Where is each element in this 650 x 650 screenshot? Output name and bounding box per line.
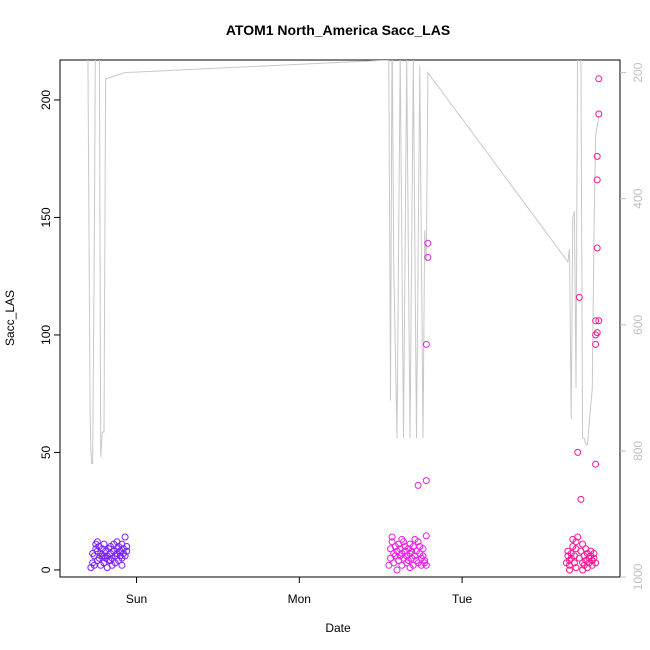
plot-frame bbox=[59, 59, 621, 578]
data-point bbox=[593, 329, 601, 337]
secondary-series-line bbox=[87, 60, 600, 464]
data-point bbox=[592, 460, 600, 468]
data-point bbox=[408, 547, 416, 555]
x-tick-label: Tue bbox=[452, 592, 473, 606]
y-tick-label: 50 bbox=[39, 445, 53, 459]
data-point bbox=[422, 561, 430, 569]
points-group bbox=[87, 75, 603, 574]
data-point bbox=[579, 540, 587, 548]
data-point bbox=[579, 566, 587, 574]
data-point bbox=[577, 495, 585, 503]
chart-title: ATOM1 North_America Sacc_LAS bbox=[226, 22, 450, 38]
data-point bbox=[89, 550, 97, 557]
data-point bbox=[595, 75, 603, 83]
data-point bbox=[388, 533, 396, 541]
x-tick-label: Mon bbox=[288, 592, 311, 606]
secondary-line-group bbox=[87, 60, 600, 464]
x-axis: Sun Mon Tue bbox=[126, 577, 473, 606]
data-point bbox=[422, 532, 430, 540]
y-axis-title: Sacc_LAS bbox=[3, 290, 17, 346]
data-point bbox=[123, 543, 131, 550]
data-point bbox=[100, 540, 108, 548]
y-tick-label: 200 bbox=[39, 90, 53, 110]
data-point bbox=[424, 253, 432, 261]
y2-tick-label: 600 bbox=[631, 314, 645, 334]
data-point bbox=[118, 561, 126, 569]
data-point bbox=[593, 244, 601, 252]
data-point bbox=[595, 317, 603, 325]
data-point bbox=[388, 538, 396, 546]
data-point bbox=[419, 552, 427, 560]
data-point bbox=[419, 545, 427, 553]
data-point bbox=[592, 559, 600, 567]
data-point bbox=[398, 535, 406, 543]
y-tick-label: 100 bbox=[39, 325, 53, 345]
data-point bbox=[421, 557, 429, 564]
data-point bbox=[414, 481, 422, 489]
data-point bbox=[121, 533, 129, 541]
data-point bbox=[593, 176, 601, 184]
data-point bbox=[593, 152, 601, 160]
data-point bbox=[574, 533, 582, 541]
y2-tick-label: 800 bbox=[631, 441, 645, 461]
data-point bbox=[566, 566, 573, 574]
data-point bbox=[574, 448, 582, 456]
data-point bbox=[590, 554, 598, 562]
y-axis: 0 50 100 150 200 bbox=[39, 90, 60, 573]
data-point bbox=[123, 547, 131, 555]
data-point bbox=[113, 538, 121, 546]
secondary-y-axis: 200 400 600 800 1000 bbox=[620, 62, 645, 590]
y2-tick-label: 1000 bbox=[631, 563, 645, 590]
x-tick-label: Sun bbox=[126, 592, 147, 606]
y2-tick-label: 200 bbox=[631, 62, 645, 82]
data-point bbox=[590, 550, 598, 557]
data-point bbox=[592, 317, 600, 325]
data-point bbox=[422, 477, 430, 485]
data-point bbox=[93, 538, 101, 546]
data-point bbox=[424, 239, 432, 247]
data-point bbox=[100, 552, 108, 560]
data-point bbox=[575, 293, 583, 301]
data-point bbox=[391, 552, 399, 560]
data-point bbox=[414, 538, 422, 546]
data-point bbox=[570, 559, 578, 567]
data-point bbox=[406, 564, 414, 572]
data-point bbox=[422, 340, 430, 348]
y-tick-label: 0 bbox=[39, 566, 53, 573]
data-point bbox=[393, 566, 401, 574]
data-point bbox=[592, 340, 600, 348]
y-tick-label: 150 bbox=[39, 207, 53, 227]
data-point bbox=[107, 557, 114, 564]
y2-tick-label: 400 bbox=[631, 188, 645, 208]
data-point bbox=[595, 110, 603, 118]
data-point bbox=[121, 552, 129, 560]
data-point bbox=[572, 538, 580, 546]
x-axis-title: Date bbox=[325, 621, 351, 635]
data-point bbox=[572, 564, 580, 572]
